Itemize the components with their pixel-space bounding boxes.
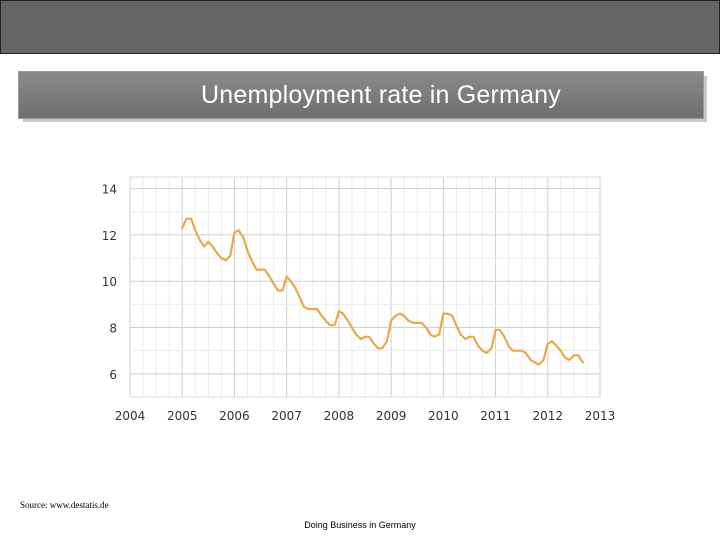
slide-footer: Doing Business in Germany — [304, 520, 416, 530]
source-note: Source: www.destatis.de — [20, 500, 109, 510]
series-line — [181, 217, 584, 366]
y-tick-label: 8 — [109, 322, 117, 336]
x-tick-label: 2009 — [376, 409, 407, 423]
y-tick-label: 10 — [102, 275, 117, 289]
x-tick-label: 2004 — [115, 409, 146, 423]
top-header-bar — [0, 0, 720, 54]
x-tick-label: 2005 — [167, 409, 198, 423]
x-tick-label: 2008 — [324, 409, 355, 423]
slide-title: Unemployment rate in Germany — [201, 80, 561, 109]
x-tick-label: 2006 — [219, 409, 250, 423]
chart-grid — [129, 176, 601, 398]
x-tick-label: 2013 — [585, 409, 616, 423]
x-tick-label: 2011 — [480, 409, 511, 423]
x-tick-label: 2007 — [271, 409, 302, 423]
x-axis-ticks: 2004 2005 2006 2007 2008 2009 2010 2011 2012 2013 — [115, 409, 616, 423]
y-tick-label: 6 — [109, 368, 117, 382]
series-layer — [181, 217, 584, 366]
y-axis-ticks: 14 12 10 8 6 — [102, 183, 117, 382]
y-tick-label: 14 — [102, 183, 117, 197]
y-tick-label: 12 — [102, 229, 117, 243]
x-tick-label: 2010 — [428, 409, 459, 423]
x-tick-label: 2012 — [533, 409, 564, 423]
title-box: Unemployment rate in Germany — [18, 71, 704, 119]
